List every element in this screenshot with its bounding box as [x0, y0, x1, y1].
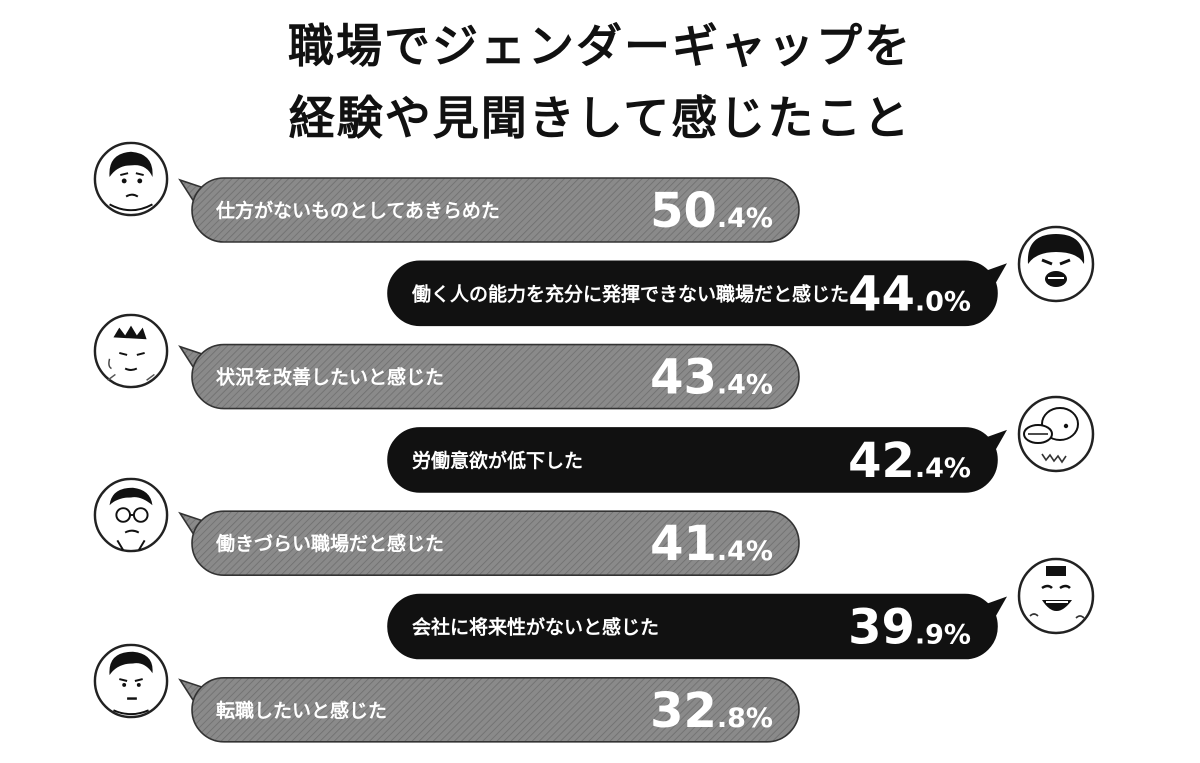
bar-row: 会社に将来性がないと感じた 39.9%: [387, 593, 1007, 660]
bar-label: 会社に将来性がないと感じた: [412, 616, 659, 639]
bar-label: 転職したいと感じた: [216, 699, 387, 722]
bar: [387, 593, 998, 660]
bar-label: 働く人の能力を充分に発揮できない職場だと感じた: [411, 282, 849, 305]
bald-man-icon: [1017, 395, 1095, 473]
laughing-man-icon: [1017, 557, 1095, 635]
bar-row: 転職したいと感じた 32.8%: [178, 676, 800, 743]
bar-label: 働きづらい職場だと感じた: [215, 532, 444, 555]
bar: [387, 427, 998, 493]
bar-value-label: 42.4%: [848, 433, 971, 489]
chart-title-line-2: 経験や見聞きして感じたこと: [288, 91, 912, 145]
shouting-woman-icon: [1017, 225, 1095, 303]
bar-label: 状況を改善したいと感じた: [216, 366, 444, 389]
bar-row: 労働意欲が低下した 42.4%: [387, 427, 1007, 493]
bar: [191, 676, 800, 743]
worried-woman-icon: [93, 141, 169, 217]
bar-value-label: 43.4%: [650, 350, 773, 406]
bar: [191, 343, 800, 410]
bar-value-label: 39.9%: [848, 600, 971, 656]
bar-row: 働きづらい職場だと感じた 41.4%: [178, 510, 800, 577]
bar-row: 状況を改善したいと感じた 43.4%: [178, 343, 800, 410]
bar-value-label: 44.0%: [848, 266, 971, 322]
pouting-boy-icon: [93, 643, 169, 719]
bar: [387, 260, 998, 327]
bar-value-label: 41.4%: [650, 516, 773, 572]
bar-label: 労働意欲が低下した: [412, 449, 583, 472]
sweating-man-icon: [93, 313, 169, 389]
bar-value-label: 50.4%: [650, 183, 773, 239]
bar: [191, 510, 800, 577]
bar-value-label: 32.8%: [650, 683, 773, 739]
chart-title-line-1: 職場でジェンダーギャップを: [288, 19, 912, 73]
bar-row: 働く人の能力を充分に発揮できない職場だと感じた 44.0%: [387, 260, 1007, 327]
bar-label: 仕方がないものとしてあきらめた: [215, 199, 500, 222]
bar: [191, 177, 800, 243]
bar-row: 仕方がないものとしてあきらめた 50.4%: [178, 177, 800, 243]
glasses-man-icon: [93, 477, 169, 553]
